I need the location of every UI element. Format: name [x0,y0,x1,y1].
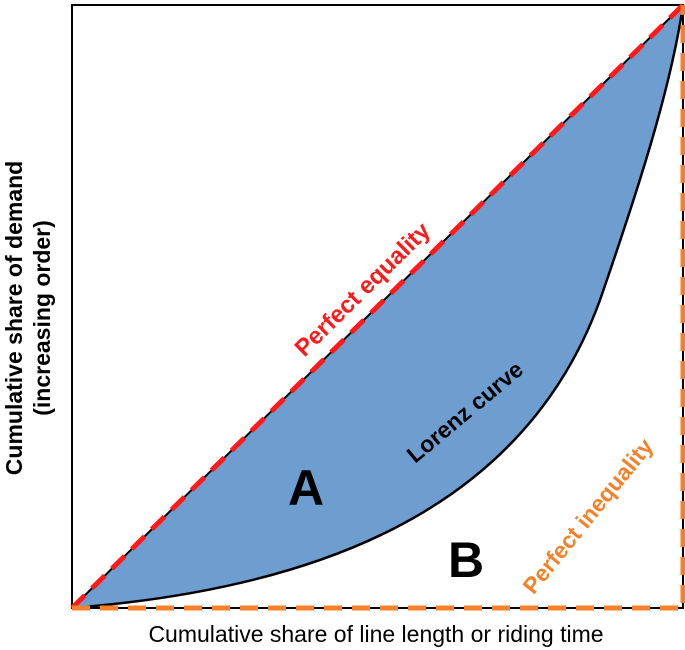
inequality-label: Perfect inequality [517,433,658,599]
lorenz-curve [71,4,685,610]
y-axis-label-line1: Cumulative share of demand [1,161,27,475]
x-axis-label: Cumulative share of line length or ridin… [148,621,603,647]
y-axis-label-line2: (increasing order) [29,220,55,416]
region-b-label: B [448,532,484,588]
region-a-label: A [288,460,324,516]
equality-line [70,3,685,610]
inequality-line [72,5,685,611]
